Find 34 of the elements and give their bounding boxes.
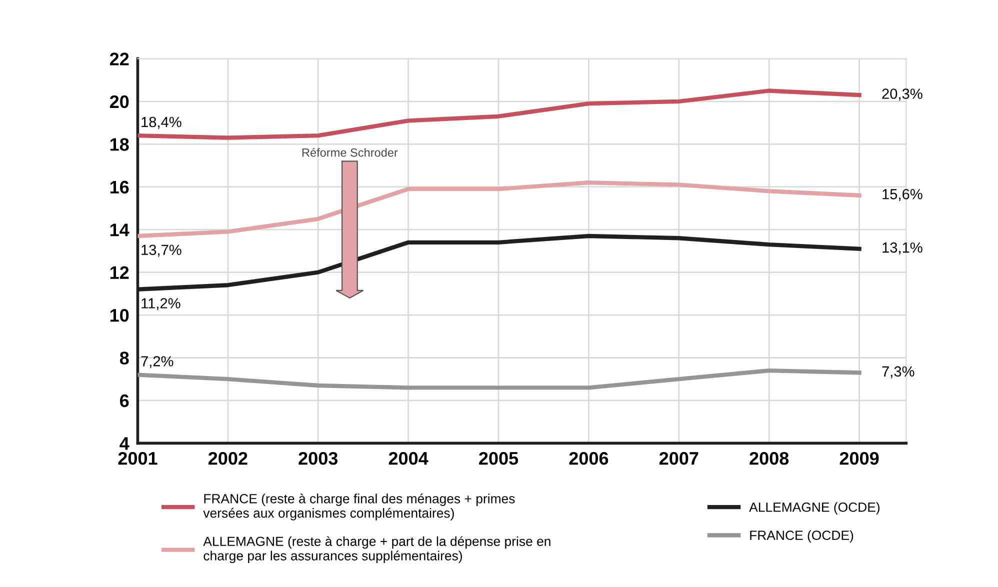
- data-label: 20,3%: [882, 88, 922, 101]
- x-tick-label: 2008: [750, 452, 789, 465]
- y-tick-label: 4: [120, 437, 130, 450]
- x-tick-label: 2005: [479, 452, 518, 465]
- y-tick-label: 8: [120, 352, 129, 364]
- y-tick-label: 22: [110, 52, 129, 66]
- data-label: 7,2%: [141, 356, 174, 368]
- x-tick-label: 2004: [388, 452, 428, 465]
- y-tick-label: 6: [120, 394, 129, 408]
- legend-label: FRANCE (OCDE): [750, 530, 854, 543]
- y-tick-label: 12: [110, 266, 129, 279]
- line-series: [138, 368, 862, 390]
- x-tick-label: 2003: [298, 452, 338, 465]
- y-tick-label: 18: [110, 138, 129, 151]
- data-label: 15,6%: [882, 188, 922, 202]
- data-label: 18,4%: [142, 116, 182, 129]
- data-label: 7,3%: [882, 366, 914, 378]
- data-label: 13,1%: [882, 242, 922, 254]
- legend-label: ALLEMAGNE (reste à charge + part de la dépense prise en charge par les assurances supplémentaires): [203, 536, 550, 564]
- x-tick-label: 2001: [118, 452, 158, 465]
- line-series: [138, 88, 862, 140]
- y-tick-label: 16: [110, 180, 129, 194]
- x-tick-label: 2007: [659, 452, 698, 465]
- x-tick-label: 2006: [569, 452, 608, 465]
- annotation: Réforme Schroder: [302, 148, 398, 157]
- y-tick-label: 20: [110, 95, 129, 108]
- data-label: 13,7%: [142, 244, 182, 257]
- x-tick-label: 2002: [208, 452, 248, 465]
- legend-label: FRANCE (reste à charge final des ménages + primes versées aux organismes complémentaires): [203, 494, 515, 520]
- x-tick-label: 2009: [840, 452, 879, 465]
- y-tick-label: 10: [110, 308, 129, 322]
- y-tick-label: 14: [110, 224, 130, 236]
- legend-label: ALLEMAGNE (OCDE): [749, 502, 880, 514]
- data-label: 11,2%: [142, 298, 180, 310]
